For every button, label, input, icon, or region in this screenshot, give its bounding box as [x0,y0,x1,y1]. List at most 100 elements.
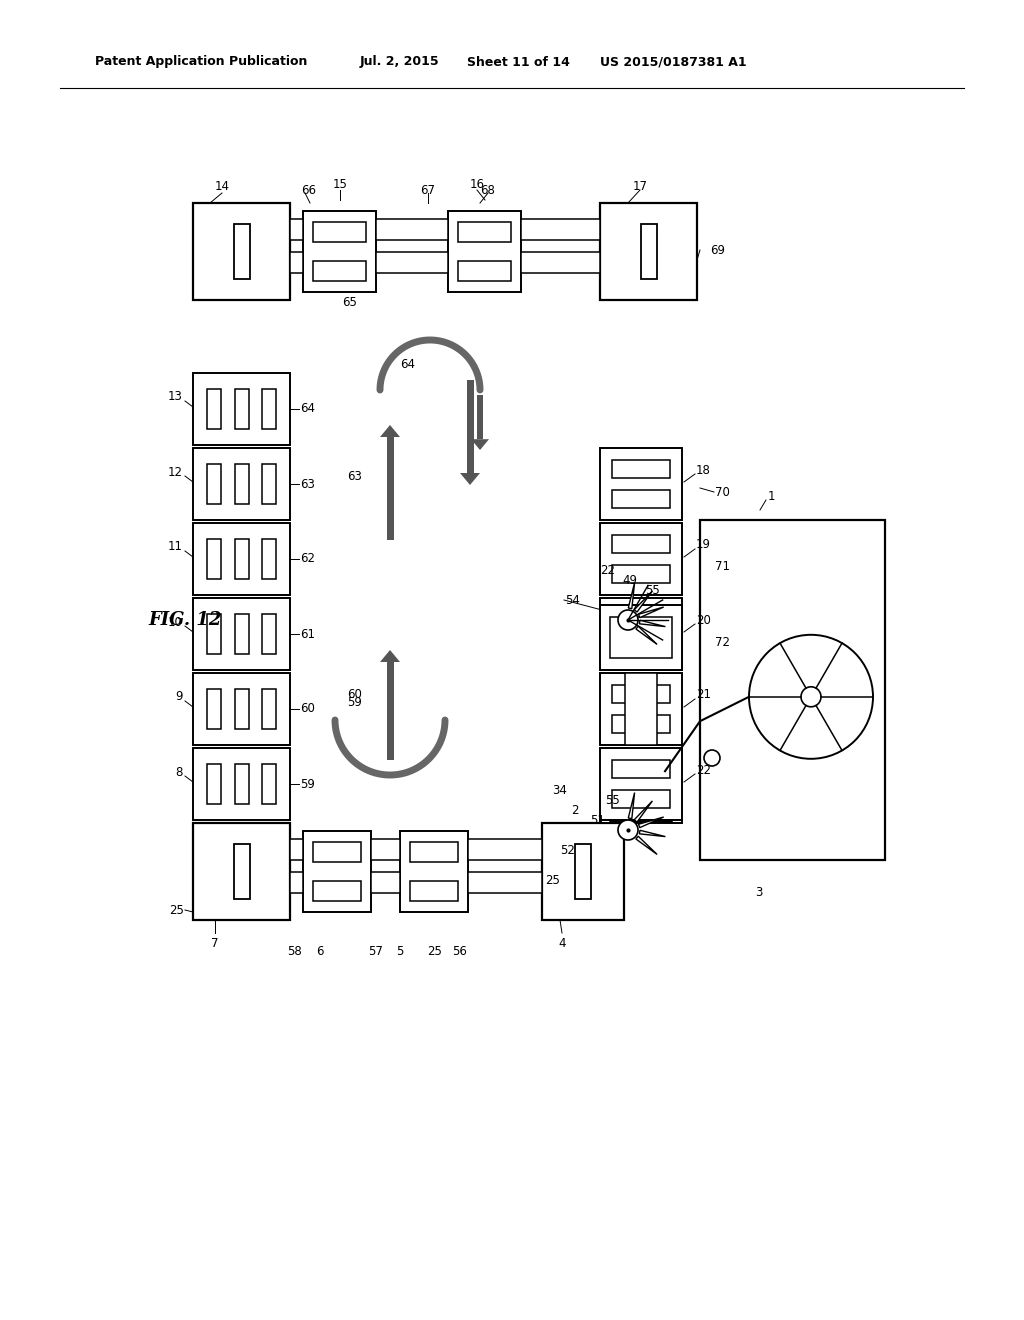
Text: 3: 3 [755,886,763,899]
Text: 6: 6 [316,945,324,958]
Text: 52: 52 [560,843,574,857]
Text: 68: 68 [480,183,496,197]
Bar [371,871,400,892]
Circle shape [705,750,720,766]
Text: 49: 49 [622,573,637,586]
Text: 11: 11 [168,540,183,553]
Text: 72: 72 [715,635,730,648]
Text: 18: 18 [696,463,711,477]
Text: 57: 57 [369,945,383,958]
Bar [290,871,303,892]
Text: 4: 4 [558,937,565,950]
Bar [612,461,670,478]
Bar [449,211,521,292]
Text: 64: 64 [300,403,315,416]
Polygon shape [634,591,652,612]
Bar [612,565,670,582]
Text: 56: 56 [453,945,467,958]
Bar [521,219,600,240]
Bar [612,610,670,628]
Bar [600,820,682,822]
Text: 22: 22 [696,763,711,776]
Bar [600,605,682,671]
Polygon shape [380,425,400,437]
Bar [376,219,449,240]
Circle shape [749,635,873,759]
Text: Jul. 2, 2015: Jul. 2, 2015 [360,55,439,69]
Bar [290,838,303,859]
Bar [600,673,682,744]
Text: 19: 19 [696,539,711,552]
Text: 67: 67 [421,183,435,197]
Bar [234,689,249,729]
Bar [542,822,624,920]
Bar [193,447,290,520]
Bar [410,842,459,862]
Text: 63: 63 [300,478,314,491]
Bar [262,614,276,655]
Text: 60: 60 [347,689,362,701]
Bar [262,539,276,579]
Bar [193,673,290,744]
Text: 10: 10 [168,615,183,628]
Bar [234,389,249,429]
Text: 13: 13 [168,391,183,404]
Bar [600,203,697,300]
Text: 54: 54 [565,594,580,606]
Text: 64: 64 [400,359,415,371]
Text: 22: 22 [600,564,615,577]
Bar [468,871,542,892]
Polygon shape [639,620,666,627]
Bar [234,539,249,579]
Text: US 2015/0187381 A1: US 2015/0187381 A1 [600,55,746,69]
Polygon shape [460,473,480,484]
Bar [575,843,591,899]
Text: 66: 66 [301,183,316,197]
Text: 60: 60 [300,702,314,715]
Text: 25: 25 [428,945,442,958]
Polygon shape [639,830,666,837]
Polygon shape [380,649,400,663]
Text: FIG. 12: FIG. 12 [148,611,221,630]
Polygon shape [634,801,652,822]
Bar [610,821,672,822]
Text: 62: 62 [300,553,315,565]
Text: 5: 5 [396,945,403,958]
Circle shape [801,686,821,706]
Bar [468,838,542,859]
Bar [312,882,361,900]
Polygon shape [636,626,657,644]
Bar [262,689,276,729]
Bar [612,685,670,704]
Bar [386,437,393,540]
Text: Patent Application Publication: Patent Application Publication [95,55,307,69]
Bar [700,520,885,861]
Bar [640,224,656,279]
Polygon shape [629,582,635,609]
Bar [207,689,221,729]
Text: 25: 25 [545,874,560,887]
Text: 2: 2 [571,804,579,817]
Text: 12: 12 [168,466,183,479]
Bar [313,222,366,242]
Bar [233,224,250,279]
Text: 1: 1 [768,491,775,503]
Polygon shape [629,792,635,818]
Bar [193,374,290,445]
Bar [376,252,449,273]
Bar [386,663,393,760]
Bar [193,598,290,671]
Bar [207,389,221,429]
Bar [312,842,361,862]
Bar [600,447,682,520]
Text: 9: 9 [175,690,183,704]
Bar [610,616,672,659]
Text: 63: 63 [347,470,362,483]
Bar [371,838,400,859]
Bar [625,673,657,744]
Text: 58: 58 [288,945,302,958]
Polygon shape [639,817,664,828]
Bar [207,764,221,804]
Text: 59: 59 [300,777,314,791]
Bar [193,748,290,820]
